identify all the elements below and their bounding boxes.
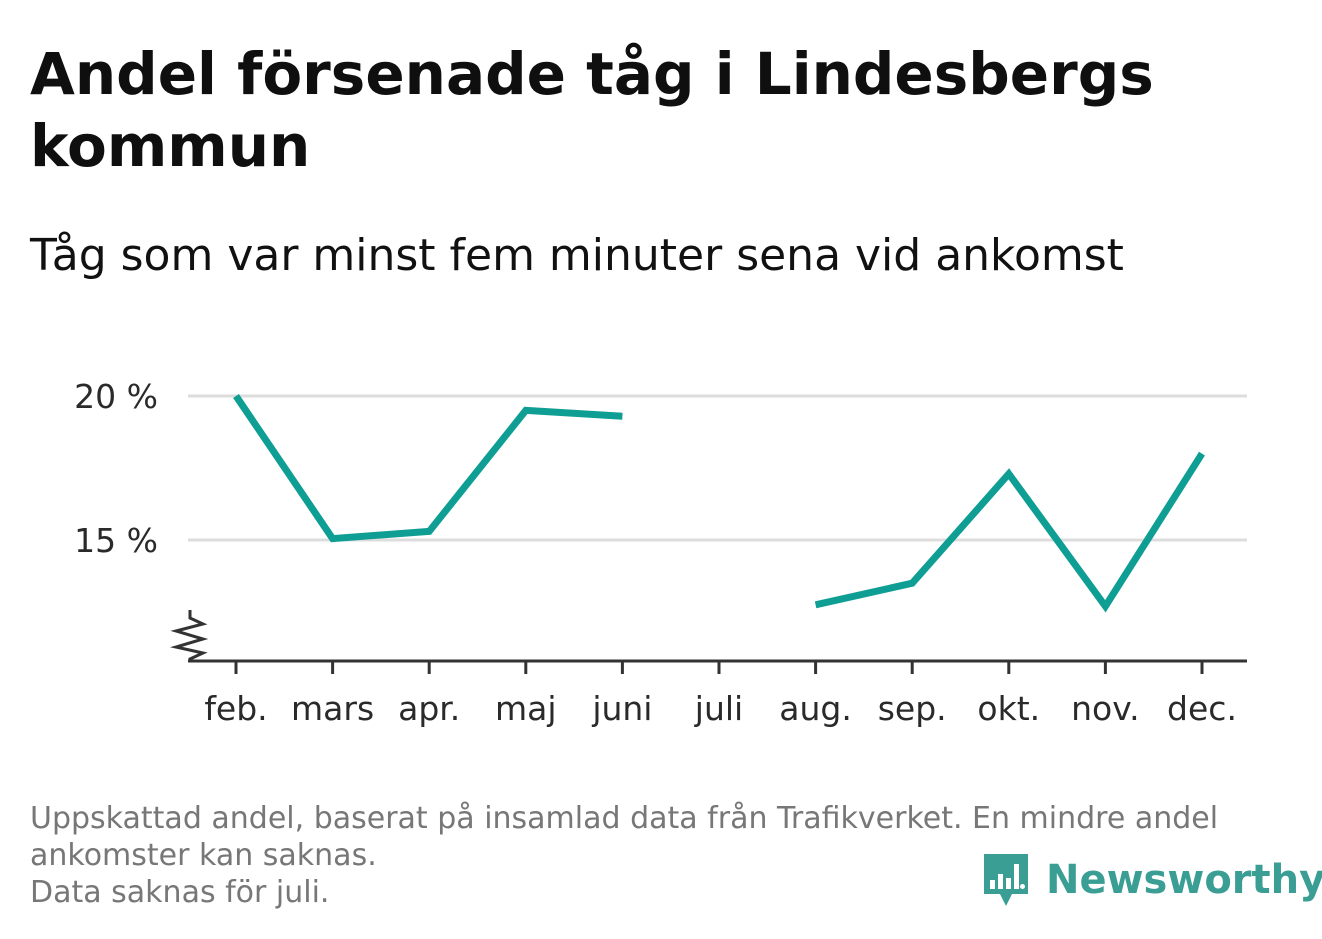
x-axis (170, 610, 1247, 663)
x-tick-label: dec. (1167, 689, 1237, 728)
x-tick-label: nov. (1071, 689, 1140, 728)
series-line-segment (233, 394, 623, 543)
x-tick-label: feb. (204, 689, 267, 728)
x-tick-label: sep. (878, 689, 947, 728)
y-axis-ticks: 15 % 20 % (74, 377, 158, 560)
chart-subtitle: Tåg som var minst fem minuter sena vid a… (30, 230, 1124, 281)
footer-note-line-2: ankomster kan saknas. (30, 838, 377, 873)
footer-note: Uppskattad andel, baserat på insamlad da… (30, 800, 1290, 911)
newsworthy-logo-icon (984, 854, 1028, 906)
series-line-segment (814, 451, 1205, 613)
gridlines (188, 394, 1247, 542)
chart-title: Andel försenade tåg i Lindesbergs kommun (30, 40, 1154, 180)
brand-logo: Newsworthy (980, 848, 1322, 912)
x-tick-label: mars (291, 689, 374, 728)
x-tick-label: apr. (398, 689, 460, 728)
footer-note-line-1: Uppskattad andel, baserat på insamlad da… (30, 801, 1219, 836)
y-tick-label: 15 % (74, 521, 158, 560)
x-tick-label: aug. (779, 689, 852, 728)
x-tick-label: maj (495, 689, 557, 728)
x-tick-label: okt. (977, 689, 1040, 728)
x-tick-label: juli (694, 689, 743, 728)
footer-note-line-3: Data saknas för juli. (30, 875, 330, 910)
y-axis-break-symbol (170, 610, 209, 661)
y-tick-label: 20 % (74, 377, 158, 416)
series-lines (233, 394, 1205, 613)
brand-name: Newsworthy (1046, 857, 1322, 903)
x-axis-ticks: feb. mars apr. maj juni juli aug. sep. okt. nov. d… (204, 661, 1237, 728)
x-tick-label: juni (591, 689, 652, 728)
